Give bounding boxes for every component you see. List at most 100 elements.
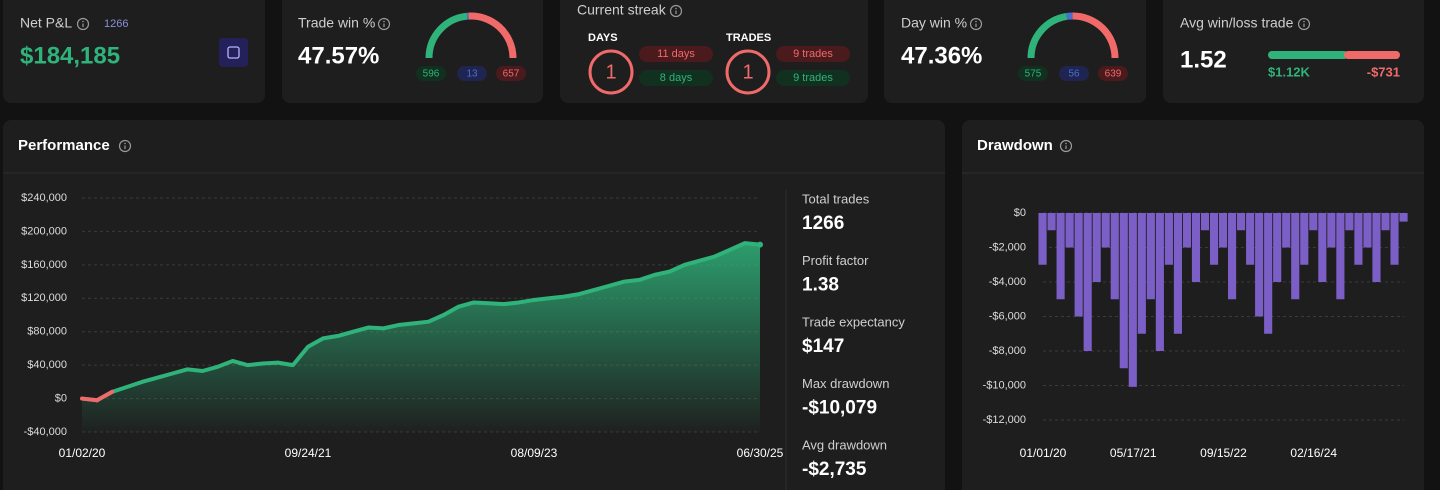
bar [1372,213,1381,282]
bar [1318,213,1327,282]
gauge-arc [468,12,517,59]
streak-count: 1 [605,61,616,83]
y-tick-label: $120,000 [21,292,67,304]
bar [1074,213,1083,317]
bar [1128,213,1137,387]
win-bar [1268,51,1348,59]
stat-label: Avg drawdown [802,437,887,452]
line [81,241,761,403]
x-tick-label: 01/01/20 [1020,446,1067,460]
y-tick-label: $80,000 [27,326,67,338]
net-pnl: $184,185 [20,42,120,69]
streak-badge-text: 11 days [657,48,695,60]
bar [1047,213,1056,231]
y-tick-label: -$40,000 [24,426,67,438]
streak-count: 1 [742,61,753,83]
streak-badge [776,70,850,86]
bar [1300,213,1309,265]
stat-label: Total trades [802,191,870,206]
bar [1056,213,1065,300]
y-tick-label: $240,000 [21,192,67,204]
bar [1101,213,1110,248]
y-tick-label: -$6,000 [989,310,1026,322]
bar [1200,213,1210,231]
x-tick-label: 05/17/21 [1110,446,1157,460]
bar [1110,213,1119,300]
chart-title: Performance [18,137,110,154]
bar [1255,213,1264,317]
bar [1083,213,1092,351]
bar [1173,213,1182,334]
stat-value: 1266 [802,213,844,234]
bar [1209,213,1219,265]
avg-loss: -$731 [1367,64,1400,79]
bar [1218,213,1228,248]
bar [1038,213,1047,265]
stat-value: 1.38 [802,275,839,296]
info-icon [1297,17,1311,31]
y-tick-label: -$12,000 [983,414,1026,426]
bar [1065,213,1074,248]
y-tick-label: -$8,000 [989,345,1026,357]
bar [1291,213,1300,300]
card-title: Trade win % [298,15,375,31]
stat-value: -$2,735 [802,459,867,480]
chart-title: Drawdown [977,137,1053,154]
end-point [757,241,763,248]
card-title: Current streak [577,2,667,18]
y-tick-label: -$2,000 [989,241,1026,253]
bar [1264,213,1273,334]
stat-label: Profit factor [802,253,869,268]
streak-label: DAYS [588,32,618,44]
info-icon [669,4,683,18]
bar [1390,213,1399,265]
bar [1282,213,1291,248]
gauge-count: 575 [1025,69,1042,80]
info-icon [969,17,983,31]
y-tick-label: -$4,000 [989,276,1026,288]
gauge-count: 13 [466,69,478,80]
x-tick-label: 09/15/22 [1200,446,1247,460]
streak-badge-text: 8 days [660,72,693,84]
icon-button[interactable] [219,38,248,67]
stat-label: Max drawdown [802,376,889,391]
gauge-badge [496,66,526,81]
bar [1354,213,1363,265]
bar [1164,213,1173,265]
info-icon [1303,20,1305,23]
info-icon [82,20,84,23]
info-icon [1059,139,1073,153]
streak-badge-text: 9 trades [793,72,833,84]
card [3,0,265,103]
loss-bar [1344,51,1400,59]
gauge-badge [1018,66,1048,81]
day-win: 47.36% [901,42,982,69]
icon [227,46,240,59]
streak-ring [725,49,771,95]
streak-badge [776,46,850,62]
stat-label: Trade expectancy [802,314,905,329]
info-icon [377,17,391,31]
y-tick-label: $0 [1014,207,1026,219]
bar [1092,213,1101,282]
streak-badge [639,70,713,86]
gauge-count: 639 [1105,69,1122,80]
gauge-badge [457,66,487,81]
trade-win: 47.57% [298,42,379,69]
gauge-count: 657 [503,69,520,80]
stat-value: -$10,079 [802,398,877,419]
card-title: Avg win/loss trade [1180,15,1294,31]
x-tick-label: 06/30/25 [737,446,784,460]
x-tick-label: 01/02/20 [59,446,106,460]
streak-badge [639,46,713,62]
negative-segment [80,396,100,403]
y-tick-label: $200,000 [21,225,67,237]
info-icon [975,20,977,23]
streak-badge-text: 9 trades [793,48,833,60]
gauge-badge [1098,66,1128,81]
negative-segment [95,389,115,403]
avg-ratio: 1.52 [1180,46,1227,73]
bar [1327,213,1336,248]
gauge-badge [1059,66,1089,81]
